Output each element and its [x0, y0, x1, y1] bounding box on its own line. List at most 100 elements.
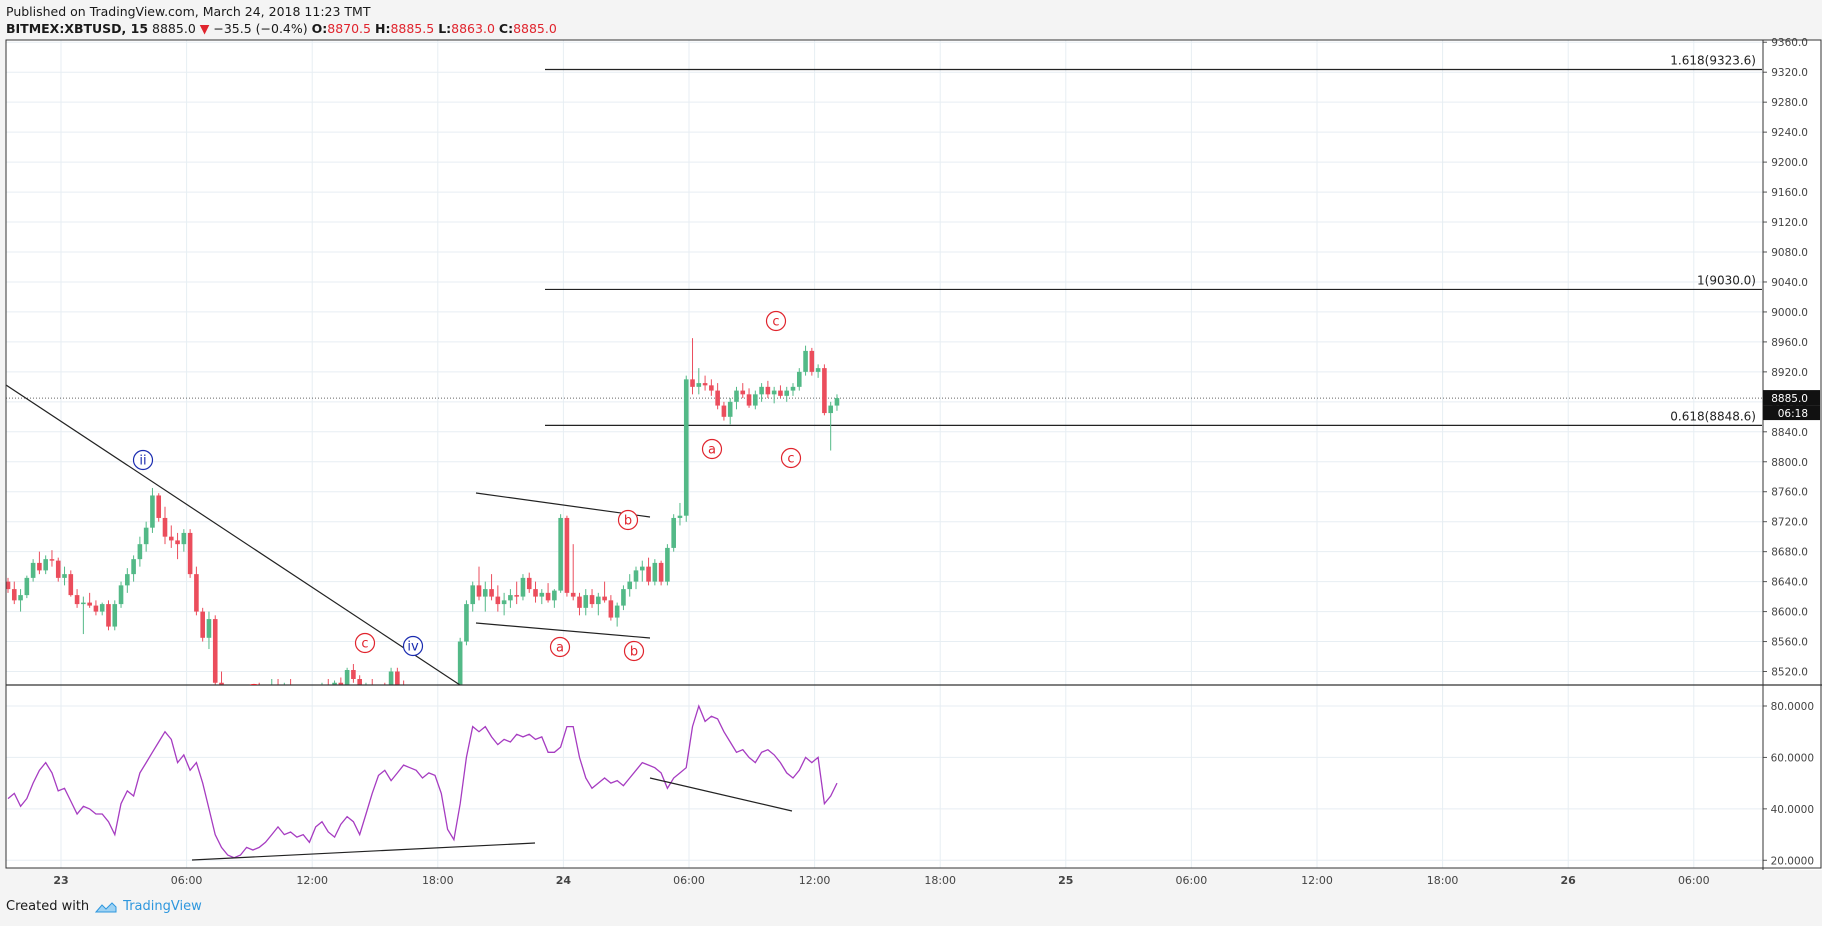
last-price-tag-label: 8885.0 — [1771, 393, 1808, 405]
time-tick-label: 06:00 — [1678, 874, 1710, 887]
candle-body — [683, 379, 689, 516]
osc-tick-label: 40.0000 — [1771, 804, 1814, 816]
candle-body — [30, 562, 36, 578]
candle-body — [646, 566, 651, 582]
candle-body — [68, 574, 74, 596]
wave-label-text: ii — [139, 454, 146, 469]
fib-levels: 1.618(9323.6) 1(9030.0) 0.618(8848.6) — [545, 54, 1762, 426]
tradingview-link[interactable]: TradingView — [123, 899, 202, 914]
candle-body — [526, 577, 532, 590]
candle-body — [508, 595, 513, 601]
candle-body — [627, 581, 633, 590]
countdown-tag-bg — [1763, 405, 1820, 421]
wave-label-text: c — [361, 637, 368, 652]
candle-body — [709, 385, 714, 391]
candle-body — [175, 540, 180, 545]
wave-label-text: b — [624, 514, 632, 529]
candle-body — [828, 405, 833, 414]
candle-body — [577, 596, 582, 608]
candle-body — [671, 517, 676, 548]
time-tick-label: 18:00 — [924, 874, 956, 887]
candle-body — [344, 670, 350, 685]
price-tick-label: 9200.0 — [1771, 157, 1808, 169]
wave-label-text: a — [556, 641, 564, 656]
osc-axis: 20.0000 40.0000 60.0000 80.0000 — [6, 701, 1814, 867]
candle-body — [351, 670, 356, 680]
candles — [6, 338, 840, 685]
low-value: 8863.0 — [451, 21, 495, 36]
chart-border — [5, 39, 1822, 869]
price-change: −35.5 (−0.4%) — [213, 21, 308, 36]
time-tick-label: 18:00 — [1427, 874, 1459, 887]
candle-body — [759, 386, 764, 395]
time-axis: 23 06:00 12:00 18:00 24 06:00 12:00 18:00 25 06:0… — [53, 40, 1710, 887]
time-tick-label: 23 — [53, 874, 68, 887]
candle-body — [43, 559, 48, 571]
candle-body — [520, 577, 526, 597]
axis-background — [1763, 40, 1822, 870]
wave-label-circle — [780, 447, 802, 469]
price-tick-label: 9320.0 — [1771, 67, 1808, 79]
candle-body — [338, 682, 344, 685]
candle-body — [596, 596, 601, 605]
candle-body — [457, 641, 463, 685]
osc-trendline — [191, 842, 536, 861]
candle-body — [771, 390, 777, 395]
candle-body — [194, 574, 199, 612]
candle-body — [131, 559, 136, 575]
candle-body — [388, 671, 394, 685]
candle-body — [639, 566, 645, 571]
price-tick-label: 8520.0 — [1771, 667, 1808, 679]
wave-label-text: b — [630, 645, 638, 660]
wave-label-circle — [354, 632, 376, 654]
candle-body — [753, 394, 758, 406]
candle-body — [727, 401, 733, 417]
price-tick-label: 9360.0 — [1771, 37, 1808, 49]
candle-body — [6, 581, 11, 590]
candle-body — [357, 679, 362, 685]
candle-body — [74, 595, 80, 605]
candle-body — [834, 398, 840, 406]
candle-body — [99, 604, 105, 612]
candle-body — [62, 574, 67, 578]
fib-label: 0.618(8848.6) — [1670, 409, 1756, 423]
wave-label-text: c — [787, 452, 794, 467]
wave-label-circle — [765, 310, 787, 332]
candle-body — [822, 368, 827, 414]
candle-body — [11, 589, 17, 601]
candle-body — [721, 405, 727, 417]
fib-label: 1(9030.0) — [1697, 273, 1756, 287]
candle-body — [784, 390, 790, 396]
candle-body — [815, 368, 821, 372]
chart-header: Published on TradingView.com, March 24, … — [6, 3, 557, 37]
wave-labels: ii iv c b a c a b c — [132, 310, 802, 662]
candle-body — [470, 585, 476, 605]
candle-body — [219, 682, 224, 685]
candle-body — [702, 383, 708, 386]
last-price-tag: 8885.0 06:18 — [1763, 390, 1820, 421]
symbol-name: BITMEX:XBTUSD, 15 — [6, 21, 149, 36]
time-tick-label: 06:00 — [1176, 874, 1208, 887]
time-tick-label: 12:00 — [296, 874, 328, 887]
tradingview-logo-icon — [95, 901, 117, 912]
candle-body — [740, 390, 746, 395]
candle-body — [482, 589, 488, 597]
candle-body — [715, 390, 720, 406]
wave-label-circle — [617, 509, 639, 531]
time-tick-label: 18:00 — [422, 874, 454, 887]
candle-body — [790, 386, 796, 391]
candle-body — [614, 605, 620, 618]
candle-body — [395, 671, 400, 685]
candle-body — [690, 379, 695, 387]
low-label: L: — [438, 21, 452, 36]
candle-body — [181, 532, 187, 545]
candle-body — [746, 394, 752, 406]
candle-body — [658, 562, 664, 582]
price-tick-label: 8600.0 — [1771, 607, 1808, 619]
candle-body — [212, 619, 218, 683]
candle-body — [206, 619, 212, 638]
candle-body — [87, 602, 92, 606]
candle-body — [81, 602, 86, 605]
candle-body — [162, 517, 168, 537]
